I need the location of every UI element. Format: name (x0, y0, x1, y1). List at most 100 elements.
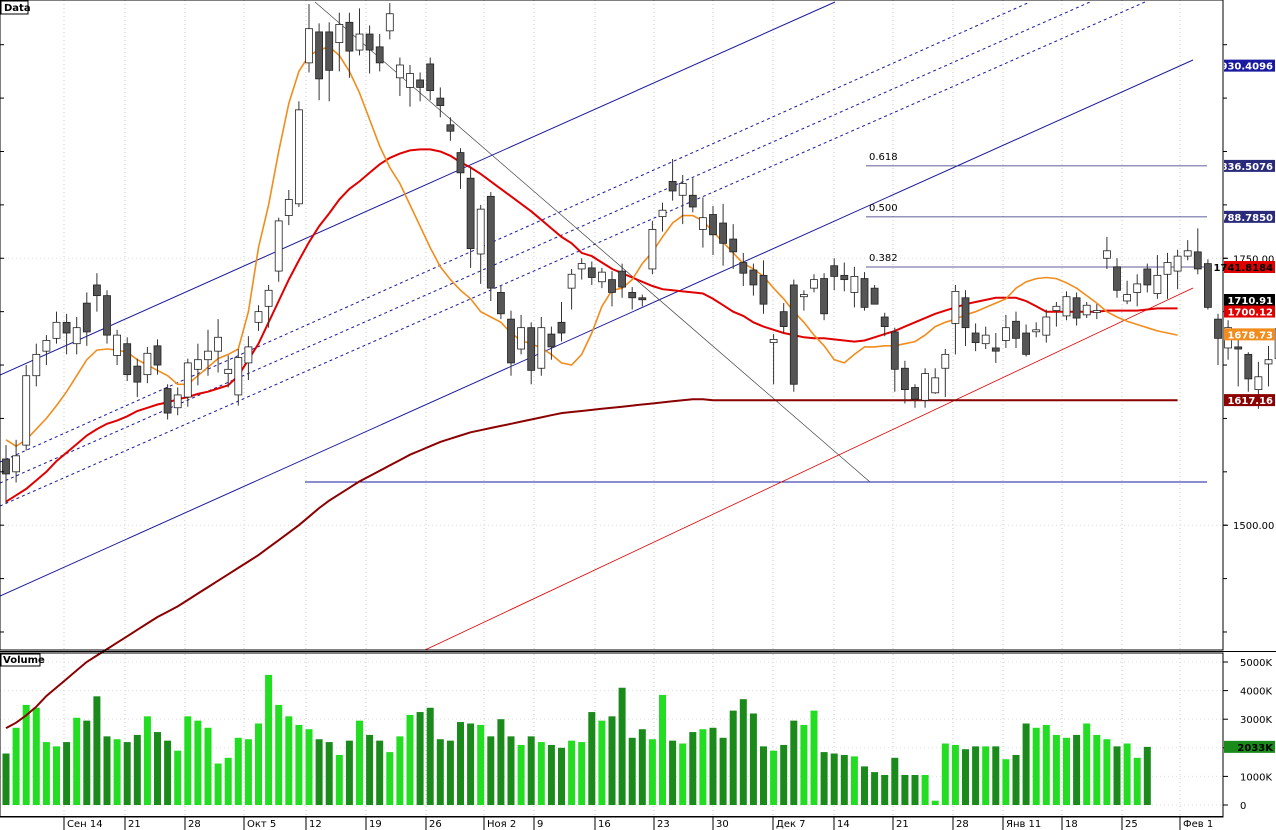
price-tag (1224, 261, 1275, 274)
candle-body (769, 339, 778, 344)
volume-bar (719, 737, 727, 805)
volume-bar (103, 736, 111, 805)
candle-body (143, 352, 152, 376)
x-tick-label: 9 (537, 819, 543, 830)
volume-bar (1052, 734, 1060, 805)
volume-bar (820, 752, 828, 805)
candle-body (789, 284, 798, 385)
candle-body (345, 21, 354, 52)
volume-bar (315, 739, 323, 805)
candle-body (183, 362, 192, 398)
candle-body (779, 311, 788, 328)
x-tick-label: 16 (598, 819, 611, 830)
volume-bar (123, 742, 131, 805)
volume-bar (133, 734, 141, 805)
candle-body (901, 367, 909, 391)
price-tag (1224, 305, 1275, 318)
x-tick-label: Янв 11 (1006, 819, 1041, 830)
candle-body (284, 199, 293, 216)
moving-averages (5, 45, 1178, 729)
volume-bar (396, 736, 404, 805)
volume-bar (699, 729, 707, 805)
volume-bar (689, 732, 697, 805)
volume-bar (335, 754, 343, 805)
volume-bar (608, 716, 616, 805)
volume-bar (527, 736, 535, 805)
volume-bar (1012, 754, 1020, 805)
volume-bar (366, 734, 374, 805)
candle-body (749, 269, 758, 286)
price-grid (0, 0, 1223, 650)
candle-body (527, 327, 536, 371)
volume-bar (174, 750, 182, 805)
candle-body (1072, 297, 1081, 319)
volume-bar (446, 740, 454, 805)
candle-body (921, 373, 929, 401)
volume-bar (901, 774, 909, 805)
candle-body (739, 262, 748, 274)
volume-bar (497, 719, 505, 805)
volume-bar (42, 742, 50, 805)
volume-bar (457, 722, 464, 805)
volume-bar (760, 746, 767, 805)
volume-bar (881, 774, 889, 805)
candle-body (1012, 320, 1020, 339)
volume-bar (588, 712, 596, 805)
volume-bar (234, 737, 242, 805)
volume-bar (962, 749, 969, 805)
volume-bar (1123, 743, 1131, 805)
candle-body (436, 97, 445, 106)
volume-bar (1032, 727, 1040, 805)
volume-bar (871, 772, 879, 805)
volume-bar (406, 714, 414, 805)
candle-body (608, 279, 616, 293)
channel-mid-line (0, 1, 1091, 484)
volume-tick-label: 1000K (1240, 772, 1272, 783)
volume-tick-label: 5000K (1240, 658, 1272, 669)
volume-bar (93, 696, 101, 805)
candles (2, 3, 1276, 504)
price-tag (1224, 159, 1275, 172)
candle-body (416, 79, 425, 88)
candle-body (52, 321, 61, 339)
volume-bar (83, 720, 91, 805)
x-tick-label: 30 (716, 819, 729, 830)
fib-level-label: 0.618 (869, 152, 898, 163)
channel-lines: 0.618 0.500 0.382 (0, 1, 1207, 651)
volume-bar (1093, 734, 1101, 805)
volume-bar (265, 674, 273, 805)
x-tick-label: Фев 1 (1183, 819, 1213, 830)
candle-body (42, 340, 51, 352)
volume-bar (992, 746, 1000, 805)
candle-body (1052, 305, 1061, 311)
price-panel-label: Data (0, 0, 31, 15)
candle-body (214, 336, 223, 352)
volume-bar (224, 757, 232, 805)
price-tag-label: 1678.73 (1227, 330, 1273, 341)
volume-bar (1083, 723, 1091, 805)
volume-bar (578, 742, 586, 805)
channel-mid-line (0, 1, 1031, 463)
candle-body (557, 321, 566, 334)
candle-body (123, 343, 132, 376)
x-tick-label: 14 (837, 819, 850, 830)
price-tag-label: 1700.12 (1227, 308, 1273, 319)
candle-body (133, 365, 142, 383)
candle-body (153, 345, 162, 366)
volume-bars (2, 674, 1151, 805)
candle-body (355, 33, 364, 51)
volume-bar (345, 740, 353, 805)
candle-body (1183, 250, 1192, 257)
candle-body (315, 31, 324, 80)
volume-bar (739, 699, 747, 805)
candle-body (466, 177, 475, 250)
volume-tag (1224, 740, 1275, 753)
candle-body (385, 13, 394, 32)
candle-body (1264, 359, 1273, 365)
y-tick-label: 1750.00 (1233, 254, 1274, 265)
candle-body (709, 214, 717, 236)
x-tick-label: Ноя 2 (487, 819, 516, 830)
price-tags: 1930.4096 1836.5076 1788.7850 1741.8184 1710… (1214, 59, 1275, 754)
candle-body (12, 455, 21, 473)
volume-bar (416, 712, 424, 805)
